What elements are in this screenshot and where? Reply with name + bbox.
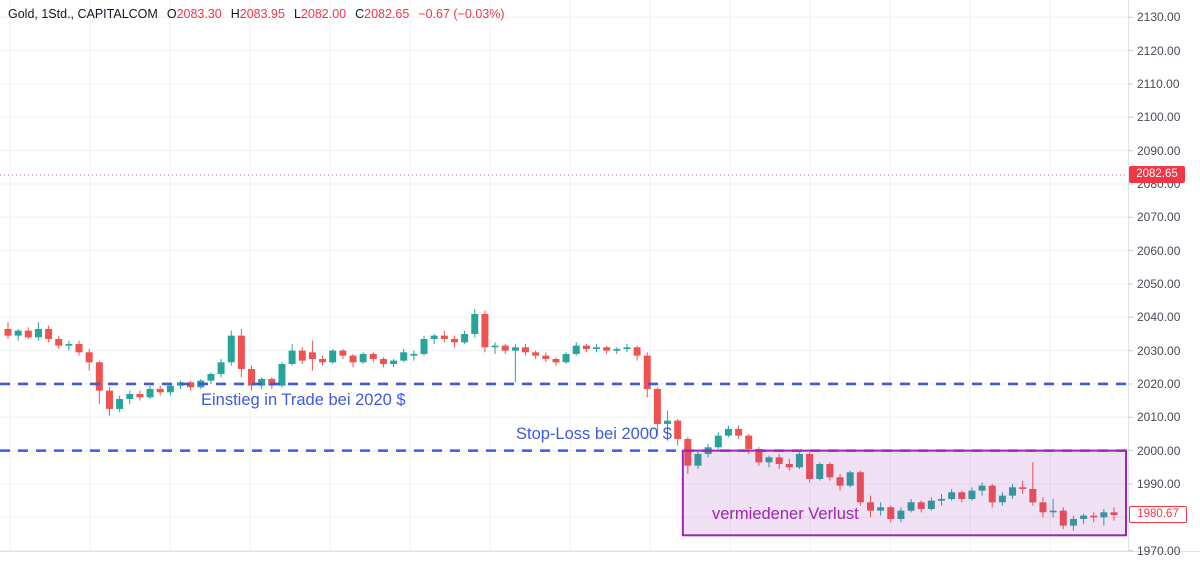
close-value: 2082.65 <box>364 7 410 21</box>
ohlc-open: O2083.30 <box>167 7 222 21</box>
price-axis-label: 2060.00 <box>1137 243 1181 258</box>
open-value: 2083.30 <box>176 7 222 21</box>
price-axis[interactable]: 2130.00 2120.00 2110.00 2100.00 2090.00 2080.… <box>1128 0 1200 557</box>
entry-annotation[interactable]: Einstieg in Trade bei 2020 $ <box>201 391 406 409</box>
low-value: 2082.00 <box>300 7 347 21</box>
avoided-loss-annotation[interactable]: vermiedener Verlust <box>712 505 859 523</box>
price-axis-label: 2030.00 <box>1137 343 1181 358</box>
current-price-label: 2082.65 <box>1129 166 1185 183</box>
price-axis-label: 2070.00 <box>1137 210 1181 225</box>
price-axis-label: 2130.00 <box>1137 10 1181 25</box>
high-value: 2083.95 <box>239 7 285 21</box>
low-label: L <box>293 7 301 21</box>
price-axis-label: 2090.00 <box>1137 143 1181 158</box>
axis-separators <box>0 0 1200 552</box>
high-label: H <box>230 7 240 21</box>
ohlc-low: L2082.00 <box>294 7 346 21</box>
price-axis-label: 2110.00 <box>1137 76 1180 91</box>
open-label: O <box>166 7 177 21</box>
price-axis-label: 2120.00 <box>1137 43 1181 58</box>
price-axis-label: 2010.00 <box>1137 410 1181 425</box>
symbol-info-bar: Gold, 1Std., CAPITALCOM O2083.30 H2083.95 L… <box>8 7 505 21</box>
price-axis-label: 1970.00 <box>1137 543 1181 558</box>
stop-loss-annotation[interactable]: Stop-Loss bei 2000 $ <box>516 425 672 443</box>
price-axis-label: 1990.00 <box>1137 476 1181 491</box>
price-axis-label: 2100.00 <box>1137 110 1181 125</box>
symbol-title[interactable]: Gold, 1Std., CAPITALCOM <box>8 7 158 21</box>
price-axis-label: 2020.00 <box>1137 376 1181 391</box>
candles-group <box>4 308 1118 531</box>
price-axis-label: 2050.00 <box>1137 276 1181 291</box>
price-axis-label: 2000.00 <box>1137 443 1181 458</box>
price-change: −0.67 (−0.03%) <box>418 7 505 21</box>
last-price-label: 1980.67 <box>1129 506 1187 523</box>
avoided-loss-box[interactable] <box>681 449 1127 537</box>
ohlc-high: H2083.95 <box>231 7 285 21</box>
close-label: C <box>355 7 365 21</box>
price-axis-label: 2040.00 <box>1137 310 1181 325</box>
ohlc-close: C2082.65 <box>355 7 409 21</box>
